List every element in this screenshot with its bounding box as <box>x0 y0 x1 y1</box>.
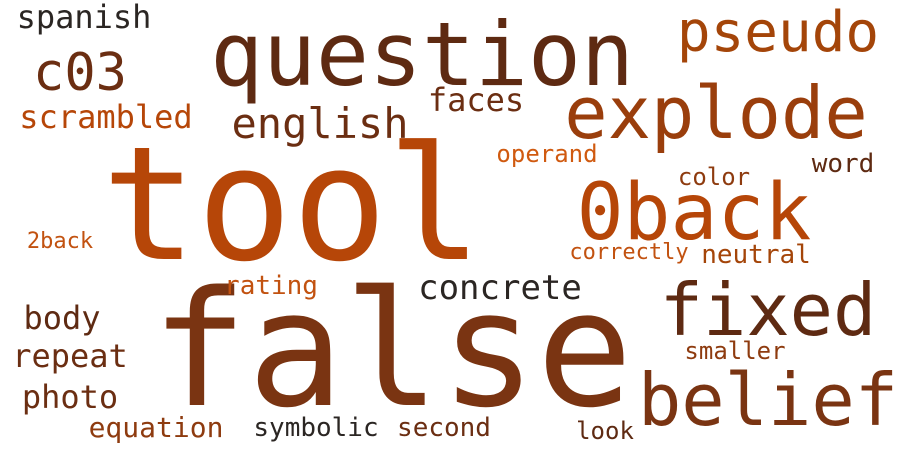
word-word: word <box>811 149 875 179</box>
word-false: false <box>151 256 633 443</box>
word-fixed: fixed <box>659 268 877 352</box>
word-rating: rating <box>224 271 318 301</box>
word-correctly: correctly <box>569 240 689 265</box>
word-tool: tool <box>101 113 483 297</box>
word-smaller: smaller <box>684 337 786 365</box>
word-2back: 2back <box>26 229 94 254</box>
word-repeat: repeat <box>12 337 128 375</box>
word-0back: 0back <box>576 168 812 258</box>
word-faces: faces <box>427 81 525 119</box>
word-belief: belief <box>637 358 899 442</box>
word-body: body <box>23 299 101 337</box>
word-scrambled: scrambled <box>19 98 193 136</box>
word-look: look <box>576 417 634 445</box>
word-spanish: spanish <box>16 0 152 36</box>
word-english: english <box>231 99 409 148</box>
word-explode: explode <box>564 71 868 155</box>
word-symbolic: symbolic <box>253 413 379 443</box>
word-question: question <box>210 3 634 106</box>
word-concrete: concrete <box>418 268 582 308</box>
word-neutral: neutral <box>701 240 811 270</box>
word-color: color <box>677 163 751 191</box>
word-second: second <box>397 413 491 443</box>
word-photo: photo <box>21 378 119 416</box>
word-c03: c03 <box>33 43 127 103</box>
word-pseudo: pseudo <box>676 0 880 65</box>
word-equation: equation <box>88 411 224 444</box>
word-operand: operand <box>496 140 598 168</box>
